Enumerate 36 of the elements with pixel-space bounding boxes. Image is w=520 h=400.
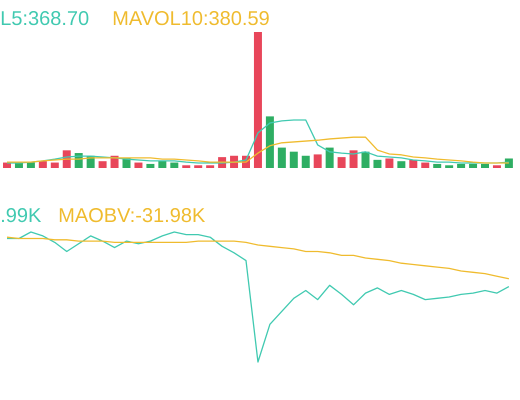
- series-label: MAOBV:-31.98K: [60, 208, 206, 222]
- bar: [206, 165, 214, 168]
- bar: [134, 162, 142, 168]
- bar: [350, 150, 358, 168]
- bar: [457, 164, 466, 168]
- bar: [278, 148, 286, 168]
- bar: [266, 116, 274, 168]
- bar: [170, 162, 178, 168]
- bar: [314, 154, 322, 168]
- bar: [254, 32, 262, 168]
- bar: [338, 157, 346, 168]
- bar: [445, 165, 454, 168]
- bar: [421, 162, 430, 168]
- text: MAVOL10:380.59: [114, 11, 269, 26]
- bar: [469, 164, 478, 168]
- bar: [290, 152, 298, 168]
- bar: [26, 162, 35, 168]
- bar: [409, 160, 418, 168]
- bar: [3, 162, 12, 168]
- text: L5:368.70: [2, 11, 88, 26]
- bar: [397, 161, 406, 168]
- bar: [385, 158, 394, 168]
- bar: [362, 152, 370, 168]
- bar: [194, 165, 202, 168]
- bar: [38, 161, 47, 168]
- bar: [50, 162, 59, 168]
- bar: [158, 161, 166, 168]
- bar: [98, 161, 107, 168]
- bar: [146, 164, 154, 168]
- series-label: .99K: [2, 208, 42, 222]
- bar: [302, 156, 310, 168]
- bar: [492, 165, 501, 168]
- bar: [433, 164, 442, 168]
- bar: [326, 148, 334, 168]
- bar: [481, 164, 489, 168]
- bar: [373, 160, 382, 168]
